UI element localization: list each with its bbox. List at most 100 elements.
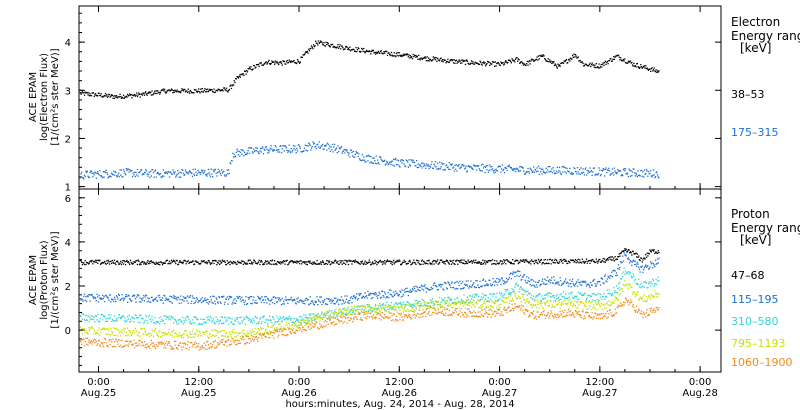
electron-point [324, 45, 326, 47]
proton-point [657, 262, 659, 264]
proton-point [123, 330, 125, 332]
electron-point [299, 146, 301, 148]
electron-point [246, 153, 248, 155]
electron-point [170, 89, 172, 91]
proton-point [638, 266, 640, 268]
proton-point [239, 317, 241, 319]
electron-point [196, 173, 198, 175]
proton-point [106, 328, 108, 330]
proton-point [420, 303, 422, 305]
proton-point [338, 312, 340, 314]
proton-point [510, 278, 512, 280]
electron-point [656, 174, 659, 176]
proton-point [136, 263, 139, 266]
electron-point [117, 174, 119, 176]
electron-point [576, 57, 579, 59]
proton-point [162, 302, 164, 304]
electron-point [441, 60, 443, 62]
electron-point [267, 149, 269, 151]
electron-point [557, 172, 559, 174]
proton-point [290, 319, 292, 321]
proton-point [109, 260, 111, 263]
proton-point [431, 288, 433, 290]
proton-point [203, 331, 205, 333]
electron-point [244, 70, 246, 72]
proton-point [174, 261, 176, 263]
electron-point [476, 62, 478, 64]
electron-point [80, 93, 82, 95]
proton-point [258, 297, 260, 299]
proton-point [342, 262, 345, 264]
proton-point [85, 296, 87, 298]
proton-point [438, 262, 440, 265]
proton-point [542, 298, 544, 300]
proton-point [204, 297, 206, 299]
proton-point [432, 261, 434, 263]
proton-point [295, 260, 297, 262]
proton-point [337, 298, 339, 301]
proton-point [523, 299, 525, 301]
electron-point [304, 52, 306, 54]
proton-point [221, 335, 223, 337]
proton-point [160, 299, 162, 301]
electron-point [374, 51, 376, 54]
electron-point [628, 168, 630, 170]
electron-point [345, 46, 347, 48]
electron-point [498, 64, 501, 66]
electron-point [591, 62, 593, 64]
electron-point [134, 93, 136, 96]
proton-point [419, 290, 421, 292]
proton-point [464, 301, 466, 303]
electron-point [489, 62, 492, 64]
proton-point [258, 297, 260, 299]
proton-point [537, 295, 539, 297]
electron-point [276, 61, 278, 63]
proton-point [492, 278, 494, 280]
proton-point [419, 263, 421, 266]
proton-point [184, 330, 187, 332]
proton-point [580, 292, 582, 294]
proton-point [575, 297, 577, 299]
electron-point [254, 67, 256, 69]
electron-point [396, 54, 398, 57]
electron-point [622, 174, 624, 177]
electron-point [438, 59, 440, 61]
proton-point [484, 259, 486, 262]
proton-point [203, 260, 205, 262]
proton-point [356, 293, 358, 295]
proton-point [540, 300, 542, 302]
proton-point [246, 262, 248, 264]
proton-point [155, 261, 157, 263]
proton-point [647, 286, 649, 289]
proton-point [294, 322, 296, 324]
proton-point [154, 298, 157, 300]
proton-point [247, 260, 249, 262]
electron-point [641, 175, 643, 177]
electron-point [445, 62, 447, 64]
proton-point [125, 293, 127, 296]
proton-point [272, 263, 274, 265]
proton-point [370, 309, 372, 311]
proton-point [389, 305, 391, 307]
electron-point [315, 148, 317, 150]
proton-point [505, 288, 508, 291]
proton-point [398, 302, 400, 304]
proton-point [273, 295, 275, 298]
proton-point [471, 306, 473, 308]
proton-point [457, 260, 460, 262]
electron-point [470, 62, 472, 64]
electron-point [574, 168, 576, 170]
electron-point [434, 161, 437, 163]
proton-point [368, 261, 370, 263]
proton-point [211, 321, 213, 323]
electron-point [503, 64, 505, 66]
proton-point [315, 318, 317, 320]
proton-point [277, 297, 279, 299]
electron-point [356, 50, 358, 53]
proton-point [239, 261, 242, 264]
electron-point [105, 95, 107, 97]
electron-point [473, 164, 475, 166]
proton-point [443, 262, 445, 264]
electron-point [202, 91, 205, 93]
proton-point [510, 293, 512, 295]
